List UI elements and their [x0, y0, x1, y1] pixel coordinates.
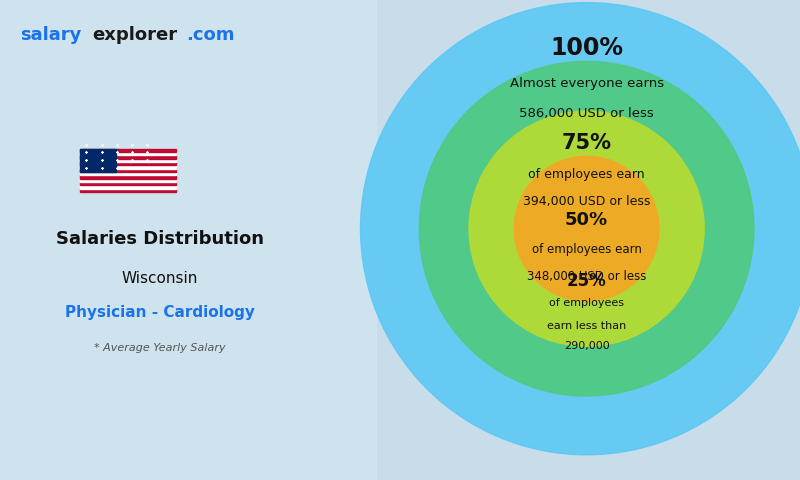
- Text: 50%: 50%: [565, 211, 608, 228]
- Bar: [80, 169, 176, 172]
- Bar: [80, 175, 176, 179]
- Text: .com: .com: [186, 26, 235, 45]
- Text: 100%: 100%: [550, 36, 623, 60]
- Bar: [80, 182, 176, 185]
- Circle shape: [514, 156, 659, 301]
- Text: Salaries Distribution: Salaries Distribution: [56, 230, 264, 249]
- Text: 394,000 USD or less: 394,000 USD or less: [523, 195, 650, 208]
- Text: explorer: explorer: [92, 26, 177, 45]
- Text: Almost everyone earns: Almost everyone earns: [510, 77, 664, 91]
- Text: of employees earn: of employees earn: [532, 242, 642, 255]
- Bar: [80, 159, 176, 162]
- Text: Physician - Cardiology: Physician - Cardiology: [65, 305, 255, 320]
- Text: 25%: 25%: [566, 272, 606, 290]
- Text: * Average Yearly Salary: * Average Yearly Salary: [94, 343, 226, 353]
- Bar: [80, 189, 176, 192]
- Bar: [80, 185, 176, 189]
- Bar: [80, 152, 176, 156]
- Bar: [80, 179, 176, 182]
- Text: of employees earn: of employees earn: [528, 168, 645, 181]
- Bar: [80, 166, 176, 169]
- Text: salary: salary: [20, 26, 82, 45]
- Circle shape: [361, 2, 800, 455]
- Circle shape: [469, 111, 704, 346]
- Circle shape: [419, 61, 754, 396]
- Text: 290,000: 290,000: [564, 341, 610, 351]
- Bar: [80, 149, 117, 172]
- Bar: [80, 162, 176, 166]
- Text: of employees: of employees: [549, 298, 624, 308]
- Text: 75%: 75%: [562, 133, 612, 153]
- Text: 348,000 USD or less: 348,000 USD or less: [527, 270, 646, 283]
- Text: 586,000 USD or less: 586,000 USD or less: [519, 107, 654, 120]
- Bar: [80, 156, 176, 159]
- Bar: [0, 0, 376, 480]
- Bar: [80, 149, 176, 152]
- Text: Wisconsin: Wisconsin: [122, 271, 198, 286]
- Bar: [80, 172, 176, 175]
- Text: earn less than: earn less than: [547, 321, 626, 331]
